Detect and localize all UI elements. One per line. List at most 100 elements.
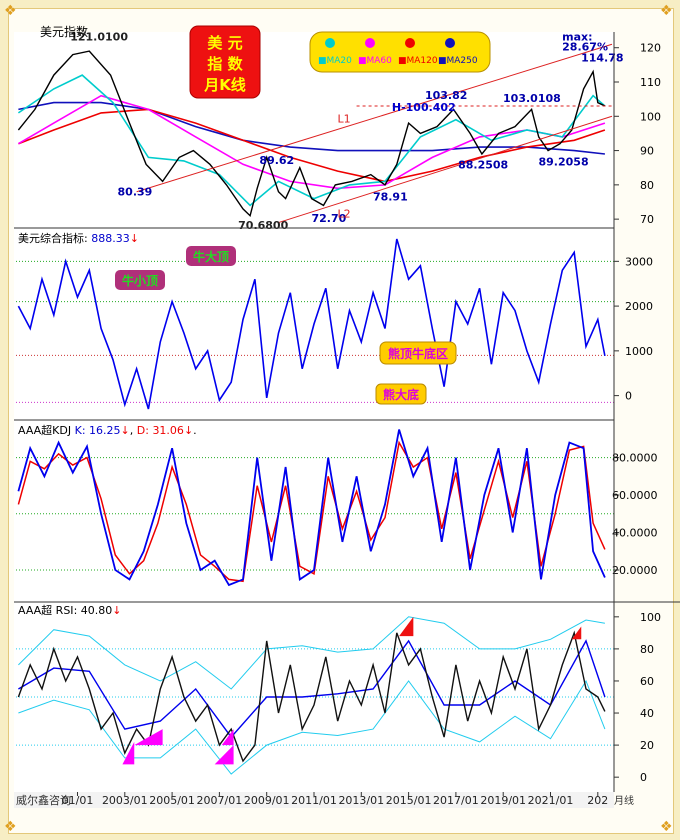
rsi-signal-block — [571, 626, 582, 640]
series-price — [17, 50, 606, 218]
svg-text:牛小顶: 牛小顶 — [122, 273, 158, 288]
rsi-signal-block — [214, 745, 234, 765]
price-annotation: 89.62 — [259, 154, 294, 167]
price-ytick-label: 90 — [640, 145, 654, 158]
composite-title: 美元综合指标: 888.33↓ — [18, 231, 139, 245]
title-box: 美 元指 数月K线 — [189, 25, 261, 99]
composite-title-label: 美元综合指标 — [18, 231, 84, 245]
series-ma120 — [18, 108, 606, 183]
series-rsi — [17, 630, 606, 763]
index-name: 美元指数 — [40, 24, 88, 39]
rsi-signal-block — [134, 729, 163, 746]
series-rsi-upper — [18, 616, 605, 690]
price-annotation: L1 — [337, 113, 350, 126]
corner-ornament-icon: ❖ — [660, 3, 673, 19]
x-axis-bar — [14, 792, 614, 808]
x-tick-label: 202 — [587, 794, 608, 807]
legend-label-ma120: ■MA120 — [398, 56, 438, 66]
series-kdj-d — [17, 440, 606, 583]
corner-ornament-icon: ❖ — [4, 819, 17, 835]
kdj-ytick-label: 60.0000 — [612, 489, 658, 502]
price-annotation: H-100.402 — [392, 101, 456, 114]
kdj-title-label: AAA超KDJ — [18, 423, 71, 437]
price-annotation: max: — [562, 30, 592, 43]
kdj-title: AAA超KDJ K: 16.25↓, D: 31.06↓. — [18, 423, 197, 437]
trendline-l2 — [278, 115, 613, 224]
legend-label-ma250: ■MA250 — [438, 56, 478, 66]
x-tick-label: 2011/01 — [291, 794, 337, 807]
price-ytick-label: 110 — [640, 76, 661, 89]
trendline-l1 — [136, 43, 613, 193]
rsi-signal-block — [122, 741, 135, 765]
price-ytick-label: 120 — [640, 42, 661, 55]
kdj-d-value: D: 31.06 — [137, 424, 184, 437]
period-label: 月线 — [614, 794, 634, 807]
rsi-ytick-label: 100 — [640, 611, 661, 624]
price-ytick-label: 80 — [640, 179, 654, 192]
rsi-ytick-label: 40 — [640, 707, 654, 720]
down-arrow-icon: ↓ — [130, 232, 139, 245]
down-arrow-icon: ↓ — [184, 424, 193, 437]
legend-label-ma60: ■MA60 — [358, 56, 392, 66]
legend-dot-ma120 — [405, 38, 415, 48]
price-annotation: L2 — [337, 207, 350, 220]
badge-bear-top-bull-bottom: 熊顶牛底区 — [379, 341, 457, 365]
corner-ornament-icon: ❖ — [660, 819, 673, 835]
down-arrow-icon: ↓ — [121, 424, 130, 437]
watermark: 威尔鑫咨询 — [16, 793, 71, 807]
series-kdj-k — [17, 429, 606, 587]
composite-ytick-label: 3000 — [625, 255, 653, 268]
price-ytick-label: 70 — [640, 213, 654, 226]
composite-ytick-label: 2000 — [625, 300, 653, 313]
series-ma250 — [18, 101, 605, 155]
series-ma20 — [17, 74, 606, 207]
badge-bull-small-top: 牛小顶 — [115, 270, 165, 290]
series-composite — [17, 238, 606, 410]
svg-text:熊顶牛底区: 熊顶牛底区 — [388, 346, 448, 361]
x-tick-label: 2005/01 — [149, 794, 195, 807]
x-tick-label: 2015/01 — [386, 794, 432, 807]
svg-text:牛大顶: 牛大顶 — [193, 249, 229, 264]
price-annotation: 103.0108 — [503, 92, 561, 105]
price-annotation: 114.78 — [581, 52, 623, 65]
price-annotation: 103.82 — [425, 89, 467, 102]
price-ytick-label: 100 — [640, 110, 661, 123]
rsi-title: AAA超 RSI: 40.80↓ — [18, 603, 121, 617]
legend-dot-ma20 — [325, 38, 335, 48]
ma-legend: ■MA20 ■MA60 ■MA120 ■MA250 — [309, 31, 491, 73]
kdj-k-value: K: 16.25 — [75, 424, 121, 437]
price-annotation: 121.0100 — [70, 30, 128, 43]
series-rsi-ma — [18, 639, 606, 739]
kdj-ytick-label: 40.0000 — [612, 527, 658, 540]
rsi-value: 40.80 — [81, 604, 113, 617]
kdj-ytick-label: 20.0000 — [612, 564, 658, 577]
rsi-ytick-label: 80 — [640, 643, 654, 656]
svg-text:熊大底: 熊大底 — [383, 387, 419, 402]
title-box-text: 美 元指 数月K线 — [203, 34, 246, 94]
x-tick-label: 01/01 — [62, 794, 94, 807]
badge-bull-top: 牛大顶 — [186, 246, 236, 266]
rsi-ytick-label: 60 — [640, 675, 654, 688]
price-annotation: 80.39 — [118, 186, 153, 199]
rsi-signal-block — [221, 729, 234, 746]
composite-value: 888.33 — [91, 232, 130, 245]
legend-dot-ma250 — [445, 38, 455, 48]
legend-dot-ma60 — [365, 38, 375, 48]
legend-label-ma20: ■MA20 — [318, 56, 352, 66]
price-annotation: 89.2058 — [539, 155, 589, 168]
price-annotation: 70.6800 — [238, 219, 288, 232]
composite-ytick-label: 1000 — [625, 345, 653, 358]
x-tick-label: 2003/01 — [102, 794, 148, 807]
x-tick-label: 2021/01 — [528, 794, 574, 807]
down-arrow-icon: ↓ — [112, 604, 121, 617]
kdj-ytick-label: 80.0000 — [612, 452, 658, 465]
composite-ytick-label: 0 — [625, 390, 632, 403]
x-tick-label: 2007/01 — [197, 794, 243, 807]
rsi-ytick-label: 0 — [640, 771, 647, 784]
corner-ornament-icon: ❖ — [4, 3, 17, 19]
x-tick-label: 2019/01 — [480, 794, 526, 807]
x-tick-label: 2009/01 — [244, 794, 290, 807]
price-annotation: 72.70 — [311, 212, 346, 225]
rsi-title-label: AAA超 RSI — [18, 603, 74, 617]
